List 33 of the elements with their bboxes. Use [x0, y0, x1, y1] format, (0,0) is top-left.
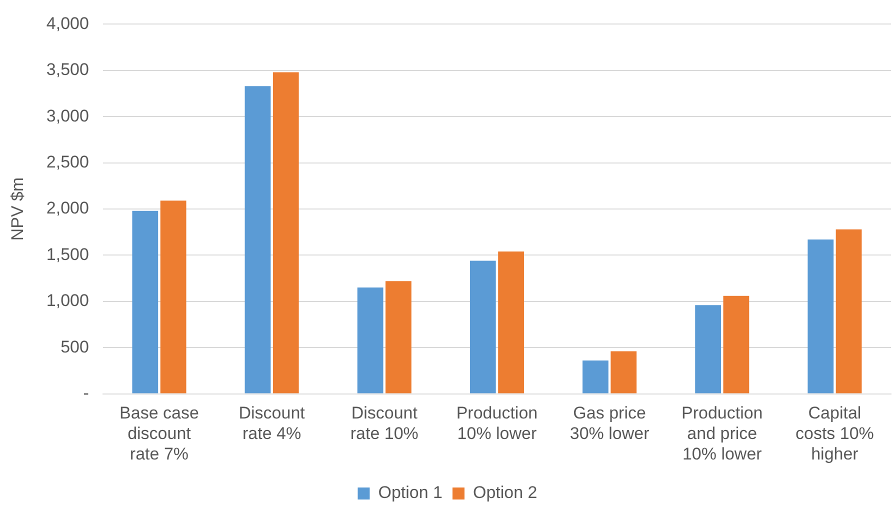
y-tick-label: 3,500: [46, 60, 89, 80]
bar: [357, 288, 384, 394]
x-tick-label: Capital costs 10% higher: [795, 404, 874, 464]
bar: [272, 72, 299, 394]
bar: [723, 296, 750, 394]
bar: [244, 86, 271, 394]
legend-label: Option 1: [378, 483, 442, 502]
y-tick-label: 2,500: [46, 152, 89, 172]
y-tick-label: 4,000: [46, 14, 89, 33]
bar: [498, 252, 524, 394]
y-tick-label: 2,000: [46, 198, 89, 218]
bar: [808, 239, 834, 394]
x-tick-label: Gas price 30% lower: [570, 404, 650, 444]
x-tick-label: Production and price 10% lower: [681, 404, 763, 464]
bar: [610, 351, 637, 394]
bar: [386, 281, 412, 394]
bar: [132, 210, 158, 394]
y-tick-label: 1,500: [46, 244, 89, 264]
x-tick-label: Base case discount rate 7%: [120, 404, 199, 464]
bar: [695, 305, 722, 394]
x-tick-label: Discount rate 4%: [238, 404, 306, 444]
x-tick-label: Production 10% lower: [456, 404, 538, 444]
legend-label: Option 2: [473, 483, 538, 502]
y-tick-label: -: [83, 383, 89, 402]
bar: [470, 260, 496, 394]
bar: [836, 229, 862, 394]
bar: [582, 360, 608, 394]
y-tick-label: 1,000: [46, 291, 89, 310]
bar: [160, 200, 186, 394]
y-axis-title: NPV $m: [8, 177, 27, 241]
x-tick-label: Discount rate 10%: [350, 404, 418, 444]
y-tick-label: 500: [60, 337, 89, 356]
y-tick-label: 3,000: [46, 106, 89, 126]
